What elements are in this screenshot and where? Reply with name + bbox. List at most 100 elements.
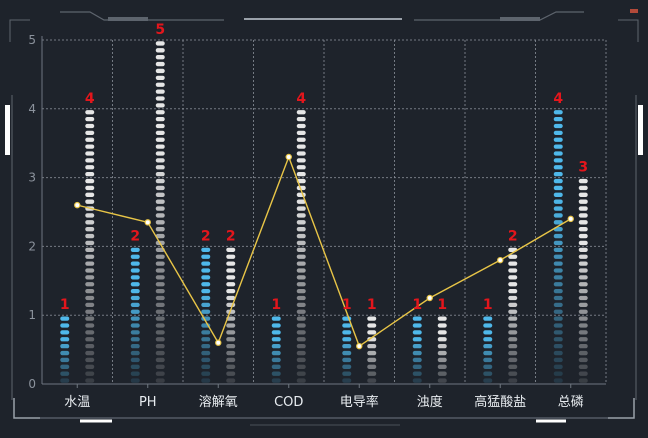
bar-segment xyxy=(437,344,447,349)
bar-segment xyxy=(296,213,306,218)
bar-segment xyxy=(130,330,140,335)
bar-segment xyxy=(553,185,563,191)
line-point xyxy=(497,256,504,264)
bar-segment xyxy=(296,151,306,156)
bar-segment xyxy=(85,364,95,369)
bar-segment xyxy=(437,330,447,335)
bar-segment xyxy=(130,350,140,356)
bar-segment xyxy=(155,123,165,129)
bar-segment xyxy=(296,247,306,252)
bar-segment xyxy=(155,55,165,60)
bar-segment xyxy=(85,302,95,308)
bar-segment xyxy=(296,158,306,163)
bar-segment xyxy=(296,178,306,184)
bar-segment xyxy=(85,261,95,266)
bar-segment xyxy=(85,268,95,273)
bar-segment xyxy=(201,378,211,383)
bar-segment xyxy=(367,344,377,349)
bar-segment xyxy=(553,151,563,156)
bar-segment xyxy=(367,350,377,356)
bar-segment xyxy=(508,316,518,321)
bar-segment xyxy=(483,357,493,363)
bar-segment xyxy=(60,364,70,369)
bar-segment xyxy=(226,357,236,363)
bar-segment xyxy=(130,302,140,308)
data-label: 1 xyxy=(483,297,493,313)
bar-segment xyxy=(85,337,95,342)
bar-blue xyxy=(553,110,563,383)
bar-segment xyxy=(437,316,447,321)
bar-segment xyxy=(155,227,165,232)
line-point xyxy=(144,219,151,226)
bar-segment xyxy=(296,316,306,321)
bar-segment xyxy=(85,213,95,218)
bar-segment xyxy=(578,275,588,280)
bar-segment xyxy=(296,261,306,266)
bar-segment xyxy=(130,316,140,321)
bar-segment xyxy=(578,233,588,239)
bar-segment xyxy=(296,130,306,136)
bar-segment xyxy=(201,302,211,308)
bar-segment xyxy=(553,233,563,239)
bar-segment xyxy=(130,364,140,369)
bar-segment xyxy=(578,206,588,211)
bar-segment xyxy=(578,350,588,356)
bar-segment xyxy=(271,350,281,356)
bar-segment xyxy=(437,364,447,369)
bar-segment xyxy=(155,144,165,149)
bar-segment xyxy=(508,337,518,342)
bar-segment xyxy=(130,337,140,342)
bar-segment xyxy=(578,371,588,376)
bar-segment xyxy=(296,110,306,115)
bar-segment xyxy=(578,302,588,308)
bar-segment xyxy=(155,185,165,191)
bar-segment xyxy=(412,316,422,321)
bar-segment xyxy=(553,288,563,294)
bar-segment xyxy=(85,123,95,129)
bar-segment xyxy=(155,206,165,211)
data-label: 1 xyxy=(437,297,447,313)
bar-segment xyxy=(553,110,563,115)
bar-segment xyxy=(60,371,70,376)
bar-segment xyxy=(226,295,236,301)
bar-segment xyxy=(412,364,422,369)
bar-segment xyxy=(85,227,95,232)
bar-segment xyxy=(155,261,165,266)
bar-segment xyxy=(508,275,518,280)
bar-segment xyxy=(85,192,95,197)
bar-segment xyxy=(155,323,165,328)
bar-segment xyxy=(155,233,165,239)
bar-segment xyxy=(130,344,140,349)
bar-segment xyxy=(296,323,306,328)
bar-segment xyxy=(155,350,165,356)
bar-segment xyxy=(155,371,165,376)
bar-segment xyxy=(412,344,422,349)
bar-segment xyxy=(155,357,165,363)
bar-segment xyxy=(553,378,563,383)
bar-segment xyxy=(155,220,165,225)
bar-segment xyxy=(296,309,306,314)
bar-segment xyxy=(155,110,165,115)
line-point xyxy=(426,294,433,302)
bar-segment xyxy=(553,247,563,252)
bar-segment xyxy=(483,350,493,356)
bar-white xyxy=(155,41,165,383)
bar-segment xyxy=(296,337,306,342)
bar-segment xyxy=(296,116,306,122)
bar-segment xyxy=(201,254,211,259)
bar-segment xyxy=(85,254,95,259)
bar-segment xyxy=(226,371,236,376)
bar-segment xyxy=(508,302,518,308)
bar-segment xyxy=(85,110,95,115)
bar-segment xyxy=(508,330,518,335)
bar-segment xyxy=(483,344,493,349)
bar-segment xyxy=(155,158,165,163)
bar-segment xyxy=(85,158,95,163)
bar-segment xyxy=(437,378,447,383)
bar-segment xyxy=(342,344,352,349)
bar-segment xyxy=(342,364,352,369)
y-tick-label: 0 xyxy=(28,377,36,391)
bar-segment xyxy=(296,330,306,335)
bar-segment xyxy=(553,364,563,369)
